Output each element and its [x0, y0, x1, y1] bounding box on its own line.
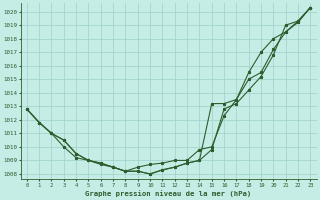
- X-axis label: Graphe pression niveau de la mer (hPa): Graphe pression niveau de la mer (hPa): [85, 190, 252, 197]
